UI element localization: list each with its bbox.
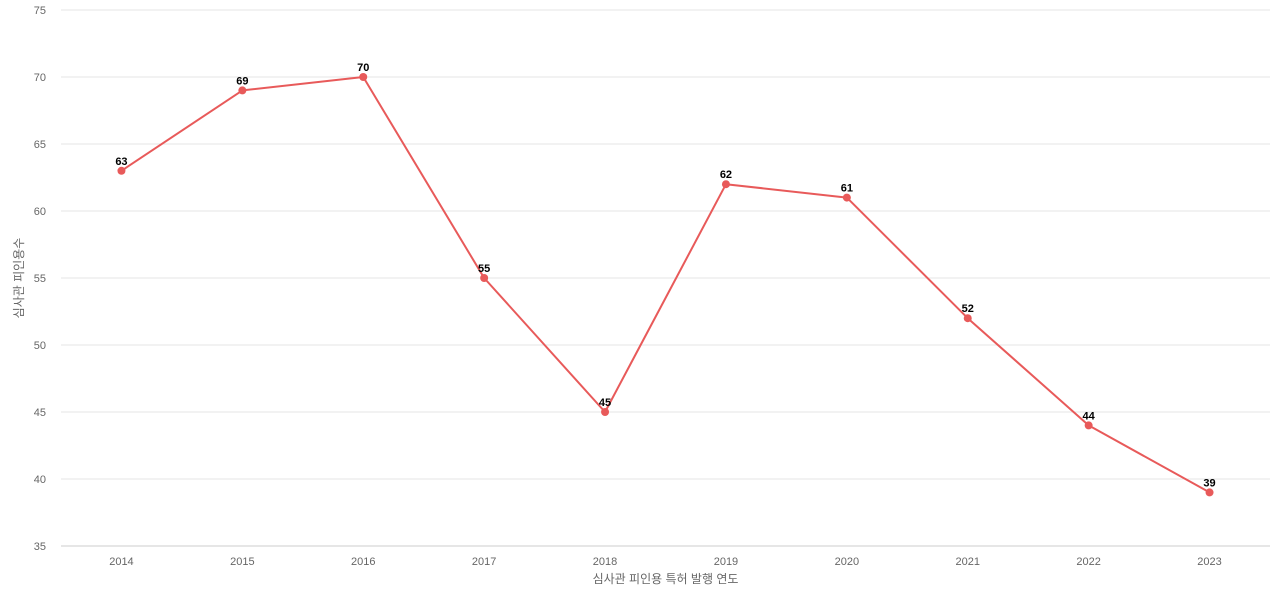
data-label: 70 — [357, 62, 369, 74]
series-layer — [117, 73, 1214, 497]
data-point[interactable] — [238, 86, 247, 95]
data-point[interactable] — [721, 180, 730, 189]
x-tick-label: 2023 — [1197, 556, 1221, 568]
data-point[interactable] — [117, 166, 126, 175]
data-label: 61 — [841, 183, 853, 195]
data-point[interactable] — [1084, 421, 1093, 430]
y-tick-label: 70 — [34, 72, 46, 84]
y-axis-ticks: 35 40 45 50 55 60 65 70 75 — [34, 5, 46, 553]
x-tick-label: 2016 — [351, 556, 375, 568]
x-tick-label: 2019 — [714, 556, 738, 568]
data-label: 62 — [720, 169, 732, 181]
y-tick-label: 75 — [34, 5, 46, 17]
x-tick-label: 2022 — [1076, 556, 1100, 568]
y-tick-label: 55 — [34, 273, 46, 285]
data-label: 55 — [478, 263, 490, 275]
data-point[interactable] — [842, 193, 851, 202]
x-tick-label: 2015 — [230, 556, 254, 568]
x-axis-title: 심사관 피인용 특허 발행 연도 — [593, 571, 739, 586]
grid-layer — [61, 9, 1270, 547]
data-label: 52 — [962, 303, 974, 315]
data-label: 45 — [599, 397, 611, 409]
data-point[interactable] — [480, 274, 489, 282]
y-tick-label: 50 — [34, 340, 46, 352]
y-axis-title: 심사관 피인용수 — [12, 238, 26, 319]
data-point[interactable] — [601, 408, 610, 416]
x-tick-label: 2020 — [835, 556, 859, 568]
series-line — [120, 76, 1211, 494]
data-point[interactable] — [1205, 488, 1214, 497]
y-tick-label: 45 — [34, 407, 46, 419]
data-point[interactable] — [963, 314, 972, 323]
x-tick-label: 2014 — [109, 556, 133, 568]
data-label: 63 — [115, 156, 127, 168]
data-label: 69 — [236, 75, 248, 87]
y-tick-label: 35 — [34, 541, 46, 553]
y-tick-label: 40 — [34, 474, 46, 486]
x-tick-label: 2021 — [956, 556, 980, 568]
y-tick-label: 65 — [34, 139, 46, 151]
y-tick-label: 60 — [34, 206, 46, 218]
x-tick-label: 2018 — [593, 556, 617, 568]
data-label: 44 — [1083, 410, 1096, 422]
data-label-layer: 63 69 70 55 45 62 61 52 44 39 — [115, 62, 1215, 489]
x-tick-label: 2017 — [472, 556, 496, 568]
data-point[interactable] — [359, 73, 368, 81]
x-axis-ticks: 2014 2015 2016 2017 2018 2019 2020 2021 2022 2023 — [109, 556, 1222, 568]
data-label: 39 — [1203, 477, 1215, 489]
